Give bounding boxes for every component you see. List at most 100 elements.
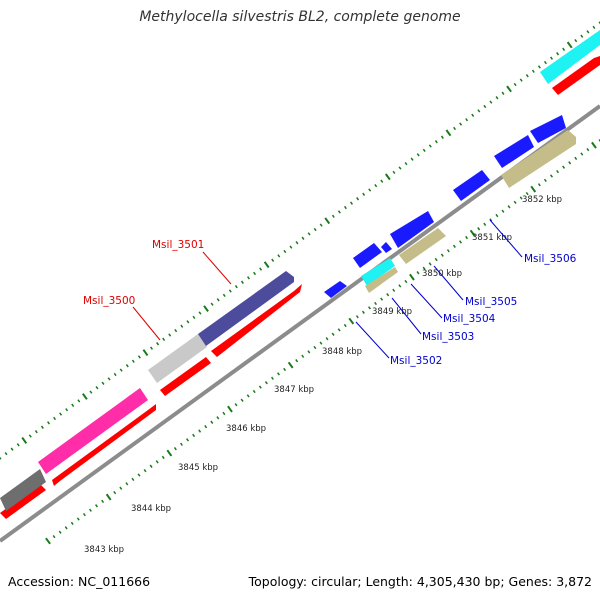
tick-mark [337,210,341,214]
tick-mark [331,214,335,218]
tick-mark [137,355,141,359]
cyan-feature [540,30,600,84]
tick-mark [416,153,420,157]
tick-mark [374,301,378,306]
tick-mark [174,328,178,333]
tick-mark [368,306,371,310]
tick-mark [301,236,305,240]
tick-mark [586,30,590,34]
tick-mark [549,56,554,60]
tick-mark [445,129,452,137]
tick-mark [477,109,481,113]
tick-mark [89,390,93,394]
tick-mark [556,52,560,56]
kbp-label: 3845 kbp [178,463,218,473]
tick-mark [4,451,8,456]
tick-mark [58,530,62,534]
tick-mark [525,74,529,78]
tick-mark [21,437,28,444]
tick-mark [356,197,360,201]
tick-mark [71,403,75,407]
tick-mark [343,323,347,328]
tick-mark [398,284,402,288]
tick-mark [530,185,537,193]
kbp-label: 3851 kbp [472,233,512,243]
gene-label-msil-3505: Msil_3505 [465,296,517,308]
cds-feature [160,357,211,396]
tick-mark [52,534,56,539]
tick-mark [113,490,117,495]
genome-summary-text: Topology: circular; Length: 4,305,430 bp… [248,574,592,589]
tick-mark [131,477,135,482]
cyan-feature [361,258,395,286]
tick-mark [125,364,129,368]
light-gray-feature [148,334,207,383]
tick-mark [343,205,347,210]
tick-mark [331,332,335,336]
tick-mark [277,372,280,376]
tick-mark [113,372,117,377]
tick-mark [446,249,450,253]
tick-mark [368,188,372,192]
gene-labels: Msil_3500 Msil_3501 Msil_3502 Msil_3503 … [83,239,577,367]
tick-mark [409,273,415,281]
tick-mark [53,416,57,421]
tick-mark [88,508,92,512]
tick-mark [562,165,566,169]
tick-mark [168,333,172,337]
dark-gray-feature [0,469,46,511]
tick-mark [501,209,505,213]
tick-mark [562,47,566,52]
tick-mark [45,537,51,545]
tick-mark [416,271,420,275]
kbp-label: 3852 kbp [522,195,562,205]
tick-mark [374,183,378,188]
khaki-feature [501,130,576,188]
magenta-feature [38,388,148,474]
tick-mark [234,403,238,407]
navy-feature [198,271,294,346]
tick-mark [270,376,274,380]
tick-mark [422,266,426,271]
tick-mark [222,411,226,416]
tick-mark [227,405,233,413]
tick-mark [434,139,438,144]
tick-mark [162,337,166,342]
tick-mark [65,408,69,412]
tick-mark [580,152,584,156]
tick-mark [543,178,547,183]
tick-mark [440,253,444,257]
tick-mark [76,517,80,521]
cds-feature [211,284,302,357]
tick-mark [185,438,190,442]
tick-mark [210,420,214,424]
tick-mark [386,293,390,297]
tick-mark [119,486,123,490]
tick-mark [228,289,232,293]
tick-mark [598,21,600,25]
tick-mark [119,368,123,372]
tick-mark [525,191,529,196]
tick-mark [301,354,305,358]
tick-mark [537,65,541,69]
tick-mark [137,473,141,477]
tick-mark [404,161,408,166]
tick-mark [361,310,365,314]
tick-mark [471,113,475,117]
tick-mark [380,297,384,301]
tick-mark [489,218,493,222]
tick-mark [107,377,111,381]
tick-mark [131,359,135,363]
tick-mark [95,386,99,390]
tick-mark [319,341,323,345]
tick-mark [198,311,202,315]
tick-mark [307,350,311,354]
tick-mark [271,258,275,262]
gene-label-msil-3504: Msil_3504 [443,313,496,325]
tick-mark [392,288,396,292]
tick-mark [277,254,281,258]
tick-mark [240,280,244,284]
kbp-label: 3844 kbp [131,504,171,514]
tick-mark [380,179,384,183]
tick-mark [592,25,596,30]
